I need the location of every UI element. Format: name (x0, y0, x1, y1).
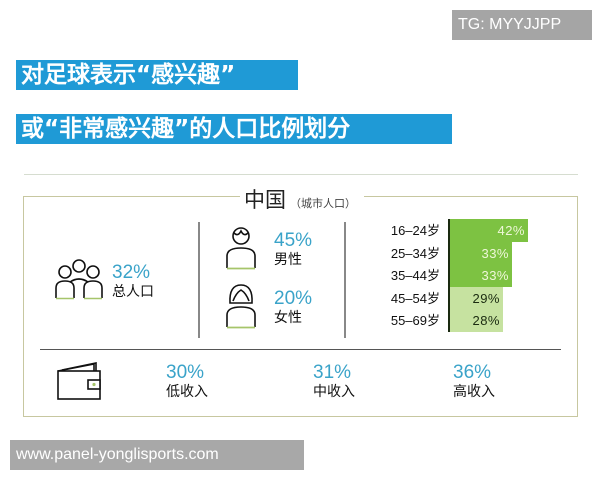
female-label: 女性 (274, 310, 302, 326)
divider (40, 349, 561, 350)
divider (344, 222, 346, 338)
age-label: 35–44岁 (390, 268, 440, 283)
divider (24, 174, 578, 175)
age-label: 25–34岁 (390, 246, 440, 261)
income-low-stat: 30% 低收入 (166, 363, 208, 401)
region-note: （城市人口） (290, 197, 356, 210)
age-label: 55–69岁 (390, 313, 440, 328)
income-mid-label: 中收入 (313, 384, 355, 400)
male-person-icon (226, 227, 256, 270)
divider (198, 222, 200, 338)
title-line-1: 对足球表示“感兴趣” (16, 60, 298, 90)
age-bar: 28% (450, 309, 503, 332)
income-mid-percent: 31% (313, 362, 352, 383)
total-percent: 32% (112, 262, 151, 283)
age-label: 45–54岁 (390, 291, 440, 306)
total-stat: 32% 总人口 (112, 263, 154, 301)
watermark-url: www.panel-yonglisports.com (10, 440, 304, 470)
income-mid-stat: 31% 中收入 (313, 363, 355, 401)
income-high-stat: 36% 高收入 (453, 363, 495, 401)
people-group-icon (55, 259, 103, 300)
income-frame (23, 343, 578, 417)
title-line-2: 或“非常感兴趣”的人口比例划分 (16, 114, 452, 144)
female-stat: 20% 女性 (274, 289, 312, 327)
female-person-icon (226, 284, 256, 329)
age-bar: 42% (450, 219, 528, 242)
income-low-label: 低收入 (166, 384, 208, 400)
watermark-badge: TG: MYYJJPP (452, 10, 592, 40)
bar-axis (448, 219, 450, 332)
male-percent: 45% (274, 230, 313, 251)
region-name: 中国 (244, 188, 286, 212)
age-bar: 29% (450, 287, 503, 310)
income-low-percent: 30% (166, 362, 205, 383)
female-percent: 20% (274, 288, 313, 309)
male-label: 男性 (274, 252, 302, 268)
male-stat: 45% 男性 (274, 231, 312, 269)
age-label: 16–24岁 (390, 223, 440, 238)
age-bar: 33% (450, 264, 512, 287)
income-high-percent: 36% (453, 362, 492, 383)
region-label: 中国 （城市人口） (240, 184, 364, 214)
income-high-label: 高收入 (453, 384, 495, 400)
age-bar: 33% (450, 242, 512, 265)
wallet-icon (57, 362, 101, 400)
total-label: 总人口 (112, 284, 154, 300)
